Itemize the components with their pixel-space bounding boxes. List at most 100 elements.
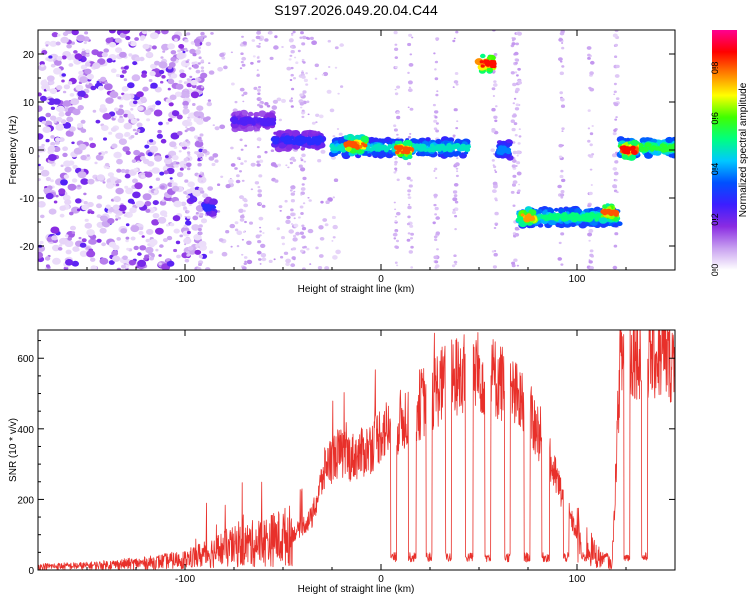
spectrogram-cell (179, 167, 184, 171)
spectrogram-cell (186, 32, 191, 36)
spectrogram-cell (290, 66, 294, 70)
spectrogram-cell (644, 151, 653, 159)
spectrogram-cell (407, 162, 411, 166)
spectrogram-cell (107, 172, 114, 178)
spectrogram-cell (63, 84, 71, 90)
spectrogram-cell (612, 167, 618, 171)
spectrogram-cell (266, 117, 271, 121)
spectrogram-cell (343, 135, 348, 139)
spectrogram-cell (228, 179, 234, 184)
spectrogram-cell (328, 66, 331, 68)
spectrogram-cell (107, 218, 115, 224)
snr-x-tick-label: -100 (175, 574, 195, 585)
spectrogram-cell (614, 43, 618, 47)
spectrogram-cell (271, 105, 278, 110)
spectrogram-cell (246, 125, 254, 132)
spectrogram-cell (77, 90, 86, 98)
spectrogram-cell (60, 179, 68, 186)
spectrogram-cell (109, 30, 116, 34)
spectrogram-cell (46, 99, 50, 103)
spectrogram-cell (315, 121, 318, 124)
spectrogram-cell (410, 266, 414, 269)
colorbar-label: Normalized spectral amplitude (738, 82, 749, 217)
spectrogram-cell (624, 146, 630, 151)
spectrogram-cell (44, 256, 51, 261)
spectrogram-cell (81, 204, 89, 211)
spectrogram-cell (96, 238, 102, 243)
spectrogram-cell (121, 86, 129, 92)
spectrogram-cell (336, 128, 340, 130)
spectrogram-cell (300, 187, 306, 191)
spectrogram-cell (89, 142, 96, 149)
spectrogram-cell (139, 245, 147, 251)
spectrogram-cell (257, 92, 261, 95)
spectrogram-cell (455, 30, 459, 34)
spectrogram-cell (189, 126, 196, 132)
spectrogram-cell (104, 81, 108, 85)
spectrogram-cell (394, 47, 399, 51)
spectrogram-cell (258, 258, 262, 261)
spectrogram-cell (46, 75, 55, 82)
spectrogram-cell (43, 187, 51, 194)
spectrogram-cell (614, 30, 619, 33)
spectrogram-cell (257, 155, 262, 159)
spectrogram-cell (285, 144, 293, 151)
spectrogram-cell (589, 71, 594, 75)
spectrogram-cell (197, 78, 202, 82)
spectrogram-cell (493, 165, 497, 169)
spectrogram-cell (99, 257, 109, 265)
spectrogram-cell (184, 93, 190, 98)
spectrogram-cell (315, 246, 319, 250)
spectrogram-cell (191, 224, 200, 231)
spectrogram-cell (176, 52, 185, 60)
spectrogram-cell (87, 178, 95, 185)
spectrogram-cell (259, 102, 262, 105)
spectrogram-cell (397, 145, 404, 151)
spectrogram-cell (290, 73, 294, 77)
spectrogram-cell (38, 178, 41, 182)
spectrogram-cell (307, 113, 310, 116)
spectrogram-cell (493, 83, 498, 87)
spectrogram-cell (320, 200, 324, 204)
spectrogram-cell (427, 147, 434, 153)
spectrogram-cell (453, 183, 459, 187)
spectrogram-cell (166, 258, 170, 262)
spectrogram-cell (326, 89, 332, 94)
spectrogram-cell (225, 230, 230, 234)
spectrogram-cell (318, 254, 324, 258)
spectrogram-cell (314, 137, 321, 142)
spectrogram-cell (435, 93, 439, 97)
spectrogram-cell (491, 159, 495, 162)
spectrogram-cell (337, 92, 340, 95)
spectrogram-cell (125, 239, 129, 243)
spectrogram-cell (86, 82, 90, 85)
spectrogram-cell (116, 237, 121, 241)
spectrogram-cell (264, 150, 268, 154)
spectrogram-cell (290, 223, 294, 225)
spectrogram-cell (198, 224, 203, 228)
spectrogram-cell (336, 146, 341, 150)
spectrogram-cell (184, 47, 188, 51)
spectrogram-cell (452, 190, 458, 194)
spectrogram-cell (186, 189, 193, 194)
spectrogram-cell (200, 171, 203, 174)
spectrogram-cell (435, 129, 439, 133)
spectrogram-cell (235, 179, 241, 184)
spectrogram-cell (256, 69, 259, 71)
spectrogram-cell (289, 161, 293, 165)
spectrogram-cell (167, 182, 174, 188)
spectrogram-cell (409, 179, 413, 182)
spectrogram-cell (154, 86, 162, 93)
spectrogram-cell (434, 177, 438, 179)
spectrogram-cell (122, 146, 130, 153)
spectrogram-cell (615, 64, 620, 69)
snr-y-tick-label: 400 (17, 425, 34, 436)
spectrogram-cell (113, 196, 121, 203)
spectrogram-cell (455, 162, 460, 167)
spectrogram-cell (490, 148, 496, 152)
spectrogram-cell (132, 128, 137, 132)
spectrogram-cell (303, 160, 307, 163)
spectrogram-cell (290, 136, 295, 140)
spectrogram-cell (589, 266, 594, 270)
spectrogram-cell (166, 223, 170, 227)
